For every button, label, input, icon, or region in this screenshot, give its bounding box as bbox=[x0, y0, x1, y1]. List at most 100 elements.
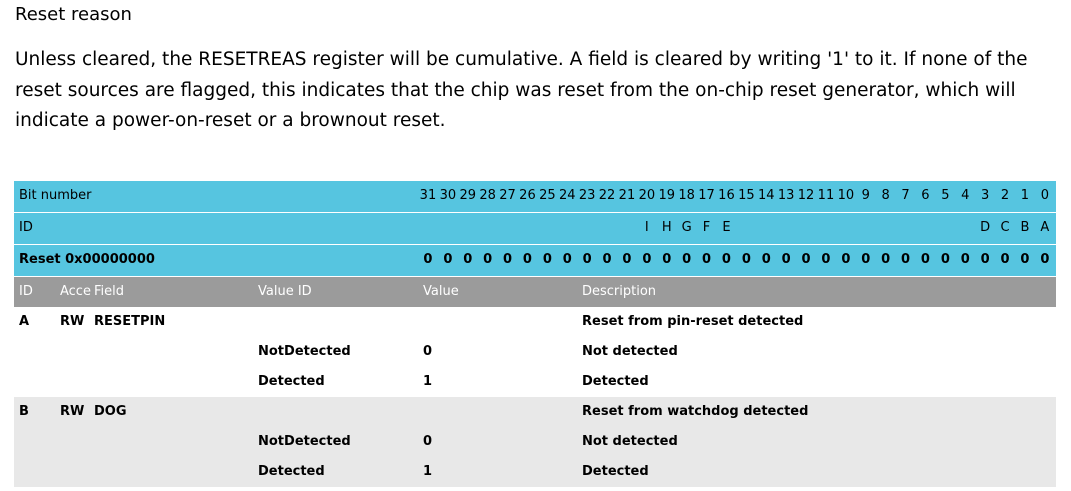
column-header: Acce bbox=[60, 284, 91, 299]
bit-id: H bbox=[661, 220, 672, 235]
reset-bit: 0 bbox=[1000, 252, 1010, 267]
reset-bit: 0 bbox=[483, 252, 493, 267]
column-header: ID bbox=[19, 284, 33, 299]
column-header: Value ID bbox=[258, 284, 312, 299]
reset-bit: 0 bbox=[522, 252, 532, 267]
bit-number: 30 bbox=[439, 188, 457, 203]
value-row: NotDetected 0 Not detected bbox=[14, 337, 1056, 367]
value-id: NotDetected bbox=[258, 434, 351, 449]
bit-number: 18 bbox=[678, 188, 695, 203]
reset-bit: 0 bbox=[721, 252, 731, 267]
bit-number: 25 bbox=[539, 188, 556, 203]
field-description: Reset from pin-reset detected bbox=[582, 314, 804, 329]
bit-number: 17 bbox=[698, 188, 715, 203]
bit-id: C bbox=[1000, 220, 1010, 235]
reset-bit: 0 bbox=[443, 252, 453, 267]
bit-number: 22 bbox=[598, 188, 616, 203]
paragraph: Unless cleared, the RESETREAS register w… bbox=[15, 49, 1028, 131]
reset-bit: 0 bbox=[622, 252, 632, 267]
value: 1 bbox=[423, 374, 433, 389]
bit-id: B bbox=[1020, 220, 1030, 235]
reset-bit: 0 bbox=[682, 252, 692, 267]
reset-bit: 0 bbox=[960, 252, 970, 267]
reset-bit: 0 bbox=[702, 252, 712, 267]
bit-number: 26 bbox=[519, 188, 536, 203]
value-id: Detected bbox=[258, 464, 325, 479]
reset-bit: 0 bbox=[463, 252, 473, 267]
reset-bit: 0 bbox=[980, 252, 990, 267]
value-description: Not detected bbox=[582, 344, 678, 359]
bit-id-row: ID I H G F E D C B A bbox=[14, 213, 1056, 244]
value-description: Not detected bbox=[582, 434, 678, 449]
reset-bit: 0 bbox=[602, 252, 612, 267]
bit-number: 27 bbox=[499, 188, 516, 203]
bit-number: 16 bbox=[718, 188, 735, 203]
reset-bit: 0 bbox=[781, 252, 791, 267]
value-row: Detected 1 Detected bbox=[14, 457, 1056, 487]
bit-id: E bbox=[722, 220, 731, 235]
bit-number: 29 bbox=[459, 188, 477, 203]
bit-number: 2 bbox=[1000, 188, 1010, 203]
reset-bit: 0 bbox=[741, 252, 751, 267]
field-name: RESETPIN bbox=[94, 314, 166, 329]
bit-number: 7 bbox=[901, 188, 910, 203]
bit-id: A bbox=[1040, 220, 1050, 235]
register-table: Bit number 31 30 29 28 27 26 25 24 23 22 21 20 19 18 17… bbox=[14, 181, 1056, 487]
bit-number-row: Bit number 31 30 29 28 27 26 25 24 23 22 21 20 19 18 17… bbox=[14, 181, 1056, 212]
bit-id: D bbox=[980, 220, 991, 235]
value: 0 bbox=[423, 344, 433, 359]
bit-number: 3 bbox=[980, 188, 990, 203]
bit-number: 28 bbox=[479, 188, 496, 203]
column-header: Field bbox=[94, 284, 125, 299]
field-id: B bbox=[19, 404, 29, 419]
value-description: Detected bbox=[582, 374, 649, 389]
reset-bit: 0 bbox=[801, 252, 811, 267]
reset-bit: 0 bbox=[503, 252, 513, 267]
value: 1 bbox=[423, 464, 433, 479]
column-header: Description bbox=[582, 284, 657, 299]
reset-bit: 0 bbox=[1040, 252, 1050, 267]
reset-bit-label: Reset 0x00000000 bbox=[19, 252, 155, 267]
bit-number: 20 bbox=[638, 188, 656, 203]
reset-bit: 0 bbox=[423, 252, 433, 267]
bit-number: 21 bbox=[618, 188, 636, 203]
bit-number: 11 bbox=[817, 188, 835, 203]
bit-id: G bbox=[681, 220, 692, 235]
reset-bit: 0 bbox=[582, 252, 592, 267]
bit-number: 6 bbox=[921, 188, 930, 203]
value-id: Detected bbox=[258, 374, 325, 389]
reset-bit: 0 bbox=[642, 252, 652, 267]
bit-number: 9 bbox=[861, 188, 870, 203]
reset-bit: 0 bbox=[821, 252, 831, 267]
bit-number: 10 bbox=[837, 188, 855, 203]
bit-number-label: Bit number bbox=[19, 188, 92, 203]
reset-bit: 0 bbox=[1020, 252, 1030, 267]
reset-bit: 0 bbox=[542, 252, 552, 267]
bit-number: 1 bbox=[1020, 188, 1030, 203]
field-name: DOG bbox=[94, 404, 127, 419]
reset-bit-row: Reset 0x00000000 0 0 0 0 0 0 0 0 0 0 0 0 0 0 0 0 0 0 0 0 0 0 0 0… bbox=[14, 245, 1056, 276]
bit-number: 19 bbox=[658, 188, 676, 203]
field-id: A bbox=[19, 314, 30, 329]
value-description: Detected bbox=[582, 464, 649, 479]
bit-number: 15 bbox=[738, 188, 755, 203]
value-row: NotDetected 0 Not detected bbox=[14, 427, 1056, 457]
bit-number: 13 bbox=[777, 188, 795, 203]
reset-bit: 0 bbox=[562, 252, 572, 267]
field-access: RW bbox=[60, 314, 85, 329]
field-row: A RW RESETPIN Reset from pin-reset detected bbox=[14, 307, 1056, 337]
reset-bit: 0 bbox=[761, 252, 771, 267]
field-header: ID Acce Field Value ID Value Description bbox=[14, 277, 1056, 307]
heading: Reset reason bbox=[15, 4, 132, 25]
reset-bit: 0 bbox=[901, 252, 911, 267]
reset-bit: 0 bbox=[861, 252, 871, 267]
bit-number: 31 bbox=[419, 188, 437, 203]
reset-bit: 0 bbox=[920, 252, 930, 267]
bit-number: 23 bbox=[578, 188, 596, 203]
reset-bit: 0 bbox=[841, 252, 851, 267]
bit-number: 0 bbox=[1040, 188, 1049, 203]
bit-number: 12 bbox=[797, 188, 815, 203]
bit-id: F bbox=[702, 220, 711, 235]
value-id: NotDetected bbox=[258, 344, 351, 359]
bit-number: 8 bbox=[881, 188, 890, 203]
